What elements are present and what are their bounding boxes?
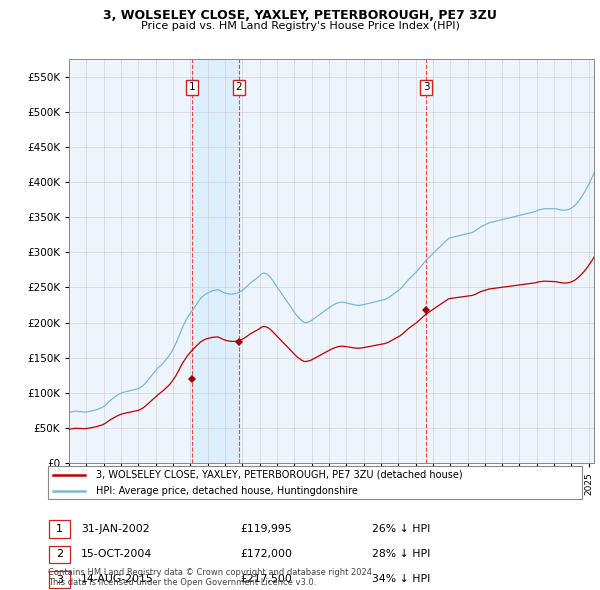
Text: 2: 2 [235,82,242,92]
Text: £217,500: £217,500 [240,575,292,584]
Text: £119,995: £119,995 [240,524,292,533]
Text: 2: 2 [56,549,63,559]
Text: 1: 1 [188,82,195,92]
Text: 3: 3 [423,82,430,92]
Text: HPI: Average price, detached house, Huntingdonshire: HPI: Average price, detached house, Hunt… [96,486,358,496]
Text: 26% ↓ HPI: 26% ↓ HPI [372,524,430,533]
Text: 3, WOLSELEY CLOSE, YAXLEY, PETERBOROUGH, PE7 3ZU: 3, WOLSELEY CLOSE, YAXLEY, PETERBOROUGH,… [103,9,497,22]
Bar [191,59,239,463]
Text: £172,000: £172,000 [240,549,292,559]
FancyBboxPatch shape [49,520,70,537]
Text: 1: 1 [56,524,63,534]
Text: 15-OCT-2004: 15-OCT-2004 [81,549,152,559]
Text: Contains HM Land Registry data © Crown copyright and database right 2024.
This d: Contains HM Land Registry data © Crown c… [48,568,374,587]
Text: 34% ↓ HPI: 34% ↓ HPI [372,575,430,584]
FancyBboxPatch shape [48,466,582,499]
Text: 28% ↓ HPI: 28% ↓ HPI [372,549,430,559]
Text: Price paid vs. HM Land Registry's House Price Index (HPI): Price paid vs. HM Land Registry's House … [140,21,460,31]
Text: 3: 3 [56,575,63,585]
FancyBboxPatch shape [49,571,70,588]
FancyBboxPatch shape [49,546,70,563]
Text: 31-JAN-2002: 31-JAN-2002 [81,524,149,533]
Text: 3, WOLSELEY CLOSE, YAXLEY, PETERBOROUGH, PE7 3ZU (detached house): 3, WOLSELEY CLOSE, YAXLEY, PETERBOROUGH,… [96,470,463,480]
Text: 14-AUG-2015: 14-AUG-2015 [81,575,154,584]
